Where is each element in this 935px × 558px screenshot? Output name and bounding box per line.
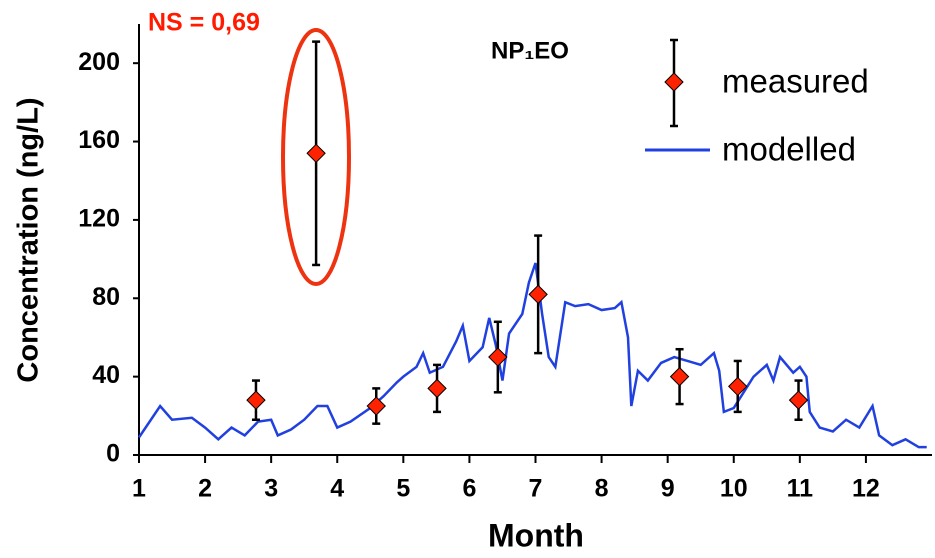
measured-point bbox=[427, 378, 447, 399]
x-tick-label: 7 bbox=[529, 475, 543, 503]
x-tick-label: 9 bbox=[661, 475, 675, 503]
y-axis-label: Concentration (ng/L) bbox=[13, 97, 45, 382]
legend-label: measured bbox=[722, 63, 869, 100]
x-tick-label: 4 bbox=[330, 475, 344, 503]
x-tick-label: 3 bbox=[264, 475, 278, 503]
x-tick-label: 8 bbox=[595, 475, 609, 503]
annotation: NS = 0,69 bbox=[148, 9, 260, 37]
legend-label: modelled bbox=[722, 131, 856, 168]
measured-point bbox=[246, 390, 266, 410]
legend-marker bbox=[664, 72, 684, 92]
y-tick-label: 200 bbox=[78, 48, 120, 76]
modelled-line bbox=[137, 262, 927, 449]
x-tick-label: 6 bbox=[462, 475, 476, 503]
measured-point bbox=[306, 143, 326, 164]
x-tick-label: 1 bbox=[132, 475, 146, 503]
x-tick-label: 11 bbox=[787, 475, 814, 503]
chart-title: NP₁EO bbox=[491, 37, 569, 64]
y-tick-label: 40 bbox=[92, 361, 120, 389]
y-tick-label: 120 bbox=[78, 205, 120, 233]
measured-point bbox=[366, 396, 386, 416]
x-tick-label: 12 bbox=[852, 475, 880, 503]
y-tick-label: 80 bbox=[92, 283, 120, 311]
x-tick-label: 2 bbox=[198, 475, 212, 503]
x-axis-label: Month bbox=[488, 517, 584, 553]
measured-point bbox=[728, 376, 748, 397]
y-tick-label: 160 bbox=[78, 126, 120, 154]
y-tick-label: 0 bbox=[106, 440, 120, 468]
measured-point bbox=[669, 366, 690, 387]
highlight-ellipse bbox=[281, 28, 351, 286]
measured-point bbox=[788, 390, 809, 410]
x-tick-label: 10 bbox=[720, 475, 748, 503]
x-tick-label: 5 bbox=[396, 475, 410, 503]
measured-point bbox=[528, 284, 548, 305]
measured-point bbox=[488, 347, 508, 367]
